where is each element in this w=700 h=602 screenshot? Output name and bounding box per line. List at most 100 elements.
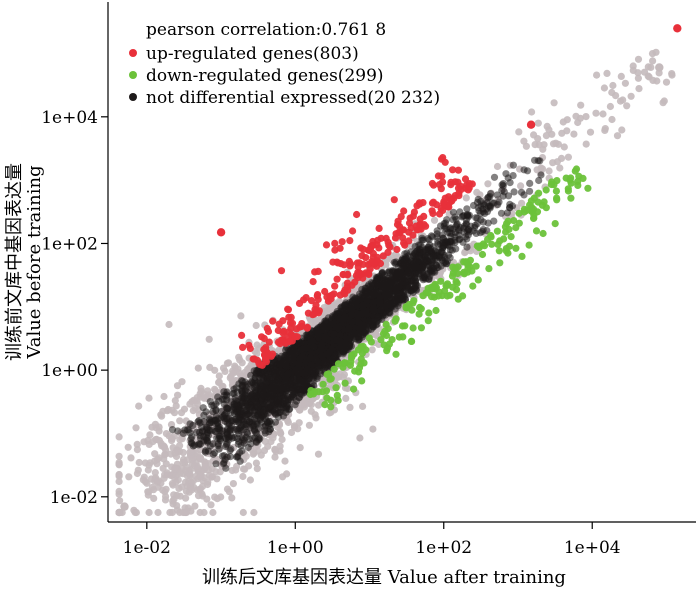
- scatter-point-not-diff: [635, 85, 643, 93]
- scatter-point-not-diff: [276, 442, 284, 450]
- scatter-point-not-diff: [278, 435, 286, 444]
- scatter-point-not-diff: [234, 427, 242, 435]
- scatter-point-down: [398, 322, 407, 330]
- scatter-point-not-diff: [545, 167, 553, 175]
- scatter-point-not-diff: [237, 442, 245, 450]
- scatter-point-down: [452, 286, 461, 294]
- scatter-point-not-diff: [271, 446, 279, 454]
- scatter-point-down: [500, 235, 508, 243]
- scatter-point-not-diff: [369, 279, 377, 287]
- scatter-point-not-diff: [188, 486, 196, 494]
- scatter-point-not-diff: [355, 290, 364, 298]
- scatter-point-not-diff: [330, 330, 338, 338]
- scatter-point-not-diff: [446, 242, 454, 250]
- scatter-point-not-diff: [542, 132, 551, 140]
- scatter-point-not-diff: [548, 130, 556, 138]
- scatter-point-not-diff: [314, 401, 323, 409]
- scatter-point-not-diff: [377, 306, 385, 314]
- scatter-point-not-diff: [145, 394, 153, 402]
- scatter-point-not-diff: [170, 409, 179, 417]
- scatter-point-not-diff: [155, 454, 163, 462]
- scatter-point-not-diff: [394, 269, 402, 277]
- scatter-point-not-diff: [318, 352, 326, 361]
- scatter-point-not-diff: [296, 406, 304, 414]
- scatter-point-up: [359, 245, 367, 253]
- scatter-point-not-diff: [168, 426, 177, 434]
- scatter-point-not-diff: [199, 492, 207, 500]
- scatter-point-not-diff: [356, 434, 364, 442]
- scatter-point-not-diff: [560, 143, 568, 151]
- scatter-point-not-diff: [305, 421, 313, 429]
- scatter-point-not-diff: [381, 291, 389, 299]
- scatter-point-not-diff: [526, 179, 534, 187]
- scatter-point-not-diff: [253, 350, 261, 358]
- scatter-point-up: [258, 361, 266, 369]
- scatter-point-not-diff: [178, 378, 186, 386]
- scatter-point-down: [425, 309, 433, 317]
- scatter-point-not-diff: [535, 176, 543, 185]
- scatter-point-not-diff: [302, 344, 311, 352]
- scatter-point-down: [334, 360, 343, 368]
- scatter-point-not-diff: [250, 508, 258, 517]
- scatter-point-not-diff: [252, 438, 260, 446]
- scatter-point-up: [246, 344, 254, 353]
- scatter-point-up: [347, 260, 355, 268]
- scatter-point-up: [331, 239, 339, 247]
- scatter-point-not-diff: [215, 378, 223, 387]
- scatter-point-down: [348, 351, 356, 359]
- scatter-point-up: [311, 268, 319, 276]
- scatter-point-not-diff: [271, 405, 279, 413]
- scatter-point-down: [392, 350, 400, 358]
- scatter-point-not-diff: [200, 394, 208, 402]
- scatter-point-not-diff: [418, 268, 426, 276]
- scatter-point-not-diff: [171, 449, 179, 457]
- scatter-point-down: [542, 186, 550, 194]
- scatter-point-not-diff: [430, 252, 438, 260]
- scatter-point-not-diff: [477, 216, 485, 224]
- scatter-point-down: [520, 205, 529, 213]
- scatter-point-down: [409, 324, 417, 332]
- scatter-point-not-diff: [334, 373, 342, 381]
- scatter-point-not-diff: [250, 396, 258, 404]
- scatter-point-not-diff: [321, 333, 329, 341]
- scatter-point-not-diff: [220, 452, 228, 460]
- scatter-point-not-diff: [271, 453, 279, 461]
- scatter-point-not-diff: [370, 307, 378, 315]
- scatter-point-not-diff: [275, 381, 284, 389]
- scatter-point-not-diff: [181, 478, 189, 486]
- scatter-point-down: [417, 305, 425, 313]
- scatter-point-up: [386, 243, 394, 251]
- scatter-point-not-diff: [600, 84, 609, 92]
- scatter-point-not-diff: [297, 346, 305, 354]
- scatter-point-up: [434, 172, 442, 180]
- scatter-point-not-diff: [212, 428, 220, 436]
- scatter-point-up: [390, 196, 398, 204]
- scatter-point-not-diff: [182, 494, 190, 502]
- scatter-point-up: [373, 257, 381, 265]
- scatter-point-not-diff: [430, 216, 439, 224]
- scatter-point-not-diff: [282, 362, 290, 370]
- scatter-point-up: [261, 356, 270, 364]
- scatter-point-not-diff: [269, 434, 277, 442]
- scatter-point-not-diff: [460, 228, 468, 236]
- scatter-point-not-diff: [127, 454, 135, 462]
- scatter-point-not-diff: [331, 353, 339, 361]
- scatter-point-down: [488, 240, 496, 248]
- scatter-point-not-diff: [171, 465, 179, 473]
- scatter-point-up: [286, 337, 294, 345]
- scatter-point-not-diff: [251, 381, 259, 389]
- scatter-point-up: [410, 208, 418, 216]
- scatter-point-up: [454, 184, 463, 192]
- scatter-point-not-diff: [223, 404, 231, 412]
- scatter-point-not-diff: [463, 210, 472, 218]
- scatter-point-down: [422, 289, 430, 297]
- scatter-point-not-diff: [311, 355, 320, 363]
- scatter-point-not-diff: [250, 367, 258, 375]
- scatter-point-not-diff: [508, 202, 517, 210]
- scatter-point-not-diff: [135, 458, 143, 467]
- scatter-point-up: [436, 210, 444, 218]
- scatter-point-not-diff: [185, 426, 193, 434]
- scatter-point-not-diff: [173, 491, 181, 499]
- scatter-point-not-diff: [570, 130, 578, 138]
- scatter-point-not-diff: [307, 401, 315, 409]
